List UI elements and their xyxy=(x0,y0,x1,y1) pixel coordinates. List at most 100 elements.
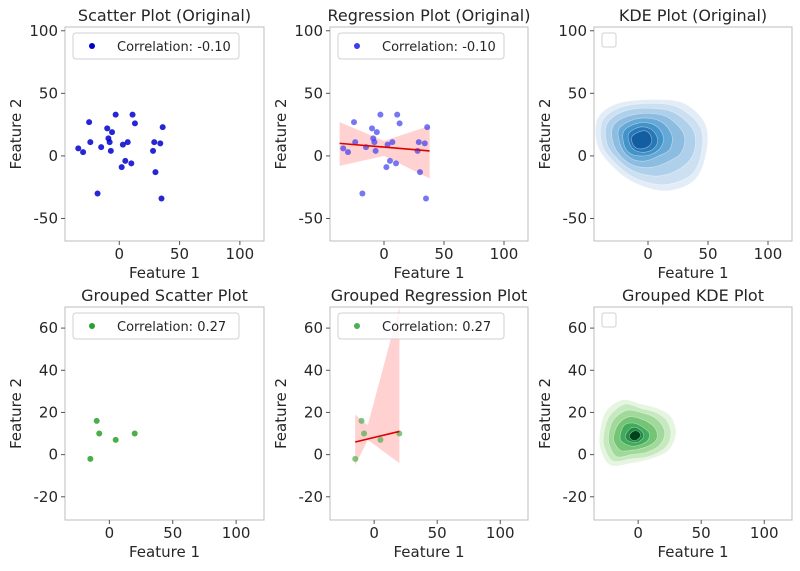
subplot-2: 0 50 100 -50 0 50 100 Regression Plot (Original… xyxy=(272,6,530,282)
data-point xyxy=(424,124,430,130)
legend: Correlation: -0.10 xyxy=(73,33,239,59)
x-tick-label: 100 xyxy=(486,524,515,542)
data-point xyxy=(96,431,102,437)
y-tick-label: 60 xyxy=(304,319,323,337)
y-tick-label: 0 xyxy=(48,446,58,464)
data-point xyxy=(109,129,115,135)
data-point xyxy=(422,140,428,146)
legend-label: Correlation: -0.10 xyxy=(117,40,231,55)
legend-label: Correlation: -0.10 xyxy=(382,40,496,55)
data-point xyxy=(94,418,100,424)
chart-title: Grouped Regression Plot xyxy=(331,286,528,305)
data-point xyxy=(359,418,365,424)
x-tick-label: 50 xyxy=(692,524,711,542)
y-tick-label: 0 xyxy=(313,446,323,464)
y-tick-label: -20 xyxy=(563,488,588,506)
x-tick-label: 50 xyxy=(428,524,447,542)
data-point xyxy=(150,148,156,154)
x-tick-label: 0 xyxy=(633,524,643,542)
y-tick-label: 60 xyxy=(568,319,587,337)
data-point xyxy=(423,195,429,201)
data-point xyxy=(352,456,358,462)
x-tick-label: 0 xyxy=(369,524,379,542)
y-tick-label: -50 xyxy=(563,209,588,227)
x-axis-label: Feature 1 xyxy=(394,264,465,282)
y-axis-label: Feature 2 xyxy=(7,378,25,449)
data-point xyxy=(119,164,125,170)
y-tick-label: 20 xyxy=(568,403,587,421)
y-axis-label: Feature 2 xyxy=(536,378,554,449)
legend-marker xyxy=(89,323,95,329)
data-point xyxy=(340,145,346,151)
data-point xyxy=(86,119,92,125)
data-point xyxy=(125,139,131,145)
chart-title: Scatter Plot (Original) xyxy=(78,6,251,25)
y-tick-label: 0 xyxy=(48,147,58,165)
data-point xyxy=(158,195,164,201)
x-tick-label: 50 xyxy=(698,245,717,263)
y-tick-label: 40 xyxy=(568,361,587,379)
data-point xyxy=(87,456,93,462)
data-point xyxy=(132,120,138,126)
data-point xyxy=(377,112,383,118)
y-tick-label: 100 xyxy=(29,22,58,40)
data-point xyxy=(394,112,400,118)
plot-area xyxy=(87,418,137,462)
x-tick-label: 0 xyxy=(643,245,653,263)
data-point xyxy=(397,120,403,126)
x-axis-label: Feature 1 xyxy=(658,543,729,561)
x-tick-label: 100 xyxy=(222,524,251,542)
data-point xyxy=(160,124,166,130)
data-point xyxy=(387,158,393,164)
data-point xyxy=(351,119,357,125)
chart-title: Grouped KDE Plot xyxy=(622,286,764,305)
legend-marker xyxy=(89,43,95,49)
subplot-6: 0 50 100 -20 0 20 40 60 Grouped KDE Plot Feature … xyxy=(536,286,792,561)
x-axis-label: Feature 1 xyxy=(129,264,200,282)
data-point xyxy=(416,139,422,145)
subplot-3: 0 50 100 -50 0 50 100 KDE Plot (Original) Featur… xyxy=(536,6,792,282)
data-point xyxy=(359,190,365,196)
x-tick-label: 100 xyxy=(490,245,519,263)
x-tick-label: 100 xyxy=(750,524,779,542)
y-tick-label: 20 xyxy=(39,403,58,421)
y-tick-label: 50 xyxy=(39,84,58,102)
y-tick-label: 0 xyxy=(577,446,587,464)
legend-label: Correlation: 0.27 xyxy=(117,320,226,335)
legend-box xyxy=(602,33,616,47)
y-tick-label: 50 xyxy=(568,84,587,102)
x-axis-label: Feature 1 xyxy=(394,543,465,561)
data-point xyxy=(107,139,113,145)
data-point xyxy=(113,437,119,443)
y-tick-label: 100 xyxy=(294,22,323,40)
plot-area xyxy=(595,100,707,191)
legend: Correlation: 0.27 xyxy=(338,313,504,339)
data-point xyxy=(361,431,367,437)
data-point xyxy=(345,149,351,155)
data-point xyxy=(389,139,395,145)
x-tick-label: 100 xyxy=(754,245,783,263)
legend: Correlation: -0.10 xyxy=(338,33,504,59)
x-tick-label: 50 xyxy=(434,245,453,263)
data-point xyxy=(371,139,377,145)
x-tick-label: 0 xyxy=(114,245,124,263)
subplot-1: 0 50 100 -50 0 50 100 Scatter Plot (Original) Fe… xyxy=(7,6,264,282)
legend xyxy=(602,33,616,47)
y-tick-label: 20 xyxy=(304,403,323,421)
subplot-5: 0 50 100 -20 0 20 40 60 Grouped Regression Plot F… xyxy=(272,286,528,561)
data-point xyxy=(113,112,119,118)
subplot-4: 0 50 100 -20 0 20 40 60 Grouped Scatter Plot Feat… xyxy=(7,286,264,561)
data-point xyxy=(95,190,101,196)
legend: Correlation: 0.27 xyxy=(73,313,239,339)
y-tick-label: -50 xyxy=(299,209,324,227)
y-axis-label: Feature 2 xyxy=(272,378,290,449)
chart-title: Regression Plot (Original) xyxy=(328,6,531,25)
data-point xyxy=(417,169,423,175)
data-point xyxy=(157,140,163,146)
data-point xyxy=(128,160,134,166)
y-tick-label: -20 xyxy=(34,488,59,506)
y-axis-label: Feature 2 xyxy=(7,99,25,170)
data-point xyxy=(104,125,110,131)
data-point xyxy=(87,139,93,145)
